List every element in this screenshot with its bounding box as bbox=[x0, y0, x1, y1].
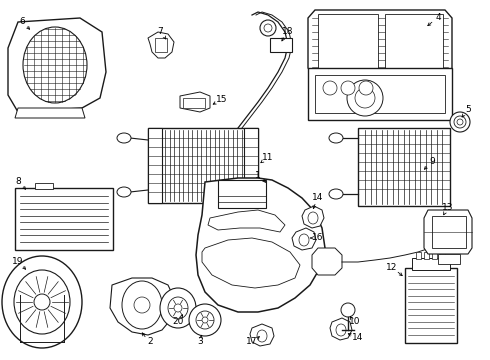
Polygon shape bbox=[196, 178, 325, 312]
Polygon shape bbox=[330, 318, 352, 340]
Polygon shape bbox=[292, 228, 316, 250]
Polygon shape bbox=[180, 92, 210, 112]
Bar bbox=[385, 14, 443, 76]
Text: 11: 11 bbox=[262, 153, 274, 162]
Ellipse shape bbox=[257, 330, 267, 342]
Ellipse shape bbox=[174, 304, 182, 312]
Ellipse shape bbox=[14, 270, 70, 334]
Bar bbox=[318, 14, 378, 76]
Polygon shape bbox=[424, 210, 472, 254]
Text: 15: 15 bbox=[216, 95, 228, 104]
Ellipse shape bbox=[202, 317, 208, 323]
Ellipse shape bbox=[224, 254, 240, 266]
Text: 4: 4 bbox=[435, 13, 441, 22]
Text: 18: 18 bbox=[282, 27, 294, 36]
Ellipse shape bbox=[454, 116, 466, 128]
Bar bbox=[432, 216, 466, 248]
Text: 10: 10 bbox=[349, 318, 361, 327]
Bar bbox=[183, 98, 205, 108]
Polygon shape bbox=[208, 210, 285, 232]
Polygon shape bbox=[302, 206, 324, 228]
Text: 3: 3 bbox=[197, 338, 203, 346]
Ellipse shape bbox=[260, 20, 276, 36]
Ellipse shape bbox=[359, 81, 373, 95]
Ellipse shape bbox=[117, 133, 131, 143]
Text: 2: 2 bbox=[147, 338, 153, 346]
Bar bbox=[35, 183, 53, 189]
Ellipse shape bbox=[341, 303, 355, 317]
Bar bbox=[438, 254, 460, 264]
Polygon shape bbox=[308, 68, 452, 120]
Ellipse shape bbox=[168, 297, 188, 319]
Text: 20: 20 bbox=[172, 318, 184, 327]
Text: 17: 17 bbox=[246, 338, 258, 346]
Ellipse shape bbox=[160, 288, 196, 328]
Polygon shape bbox=[312, 248, 342, 275]
Bar bbox=[405, 268, 457, 343]
Text: 9: 9 bbox=[429, 158, 435, 166]
Text: 16: 16 bbox=[312, 234, 324, 243]
Polygon shape bbox=[250, 324, 274, 346]
Ellipse shape bbox=[264, 24, 272, 32]
Ellipse shape bbox=[450, 112, 470, 132]
Bar bbox=[218, 180, 266, 208]
Polygon shape bbox=[202, 238, 300, 288]
Bar bbox=[270, 38, 292, 52]
Text: 1: 1 bbox=[255, 171, 261, 180]
Bar bbox=[244, 128, 258, 203]
Bar bbox=[358, 128, 450, 206]
Ellipse shape bbox=[299, 234, 309, 246]
Ellipse shape bbox=[122, 281, 162, 329]
Ellipse shape bbox=[323, 81, 337, 95]
Text: 19: 19 bbox=[12, 257, 24, 266]
Ellipse shape bbox=[134, 297, 150, 313]
Ellipse shape bbox=[189, 304, 221, 336]
Ellipse shape bbox=[329, 133, 343, 143]
Ellipse shape bbox=[355, 88, 375, 108]
Text: 12: 12 bbox=[386, 264, 398, 273]
Ellipse shape bbox=[308, 212, 318, 224]
Ellipse shape bbox=[347, 80, 383, 116]
Ellipse shape bbox=[34, 294, 50, 310]
Polygon shape bbox=[110, 278, 175, 335]
Ellipse shape bbox=[2, 256, 82, 348]
Text: 8: 8 bbox=[15, 177, 21, 186]
Text: 14: 14 bbox=[312, 194, 324, 202]
Polygon shape bbox=[15, 108, 85, 118]
Bar bbox=[424, 252, 429, 259]
Polygon shape bbox=[148, 128, 162, 203]
Ellipse shape bbox=[117, 187, 131, 197]
Text: 7: 7 bbox=[157, 27, 163, 36]
Polygon shape bbox=[148, 32, 174, 58]
Bar bbox=[315, 75, 445, 113]
Text: 13: 13 bbox=[442, 203, 454, 212]
Ellipse shape bbox=[196, 311, 214, 329]
Bar bbox=[148, 128, 258, 203]
Ellipse shape bbox=[23, 27, 87, 103]
Ellipse shape bbox=[457, 119, 463, 125]
Ellipse shape bbox=[341, 81, 355, 95]
Bar bbox=[15, 188, 113, 250]
Ellipse shape bbox=[329, 189, 343, 199]
Polygon shape bbox=[8, 18, 106, 112]
Bar bbox=[412, 258, 450, 270]
Bar bbox=[440, 252, 445, 259]
Text: 14: 14 bbox=[352, 333, 364, 342]
Bar bbox=[432, 252, 437, 259]
Polygon shape bbox=[308, 10, 452, 78]
Bar bbox=[416, 252, 421, 259]
Ellipse shape bbox=[336, 324, 346, 336]
Bar bbox=[155, 38, 167, 52]
Text: 5: 5 bbox=[465, 105, 471, 114]
Text: 6: 6 bbox=[19, 18, 25, 27]
